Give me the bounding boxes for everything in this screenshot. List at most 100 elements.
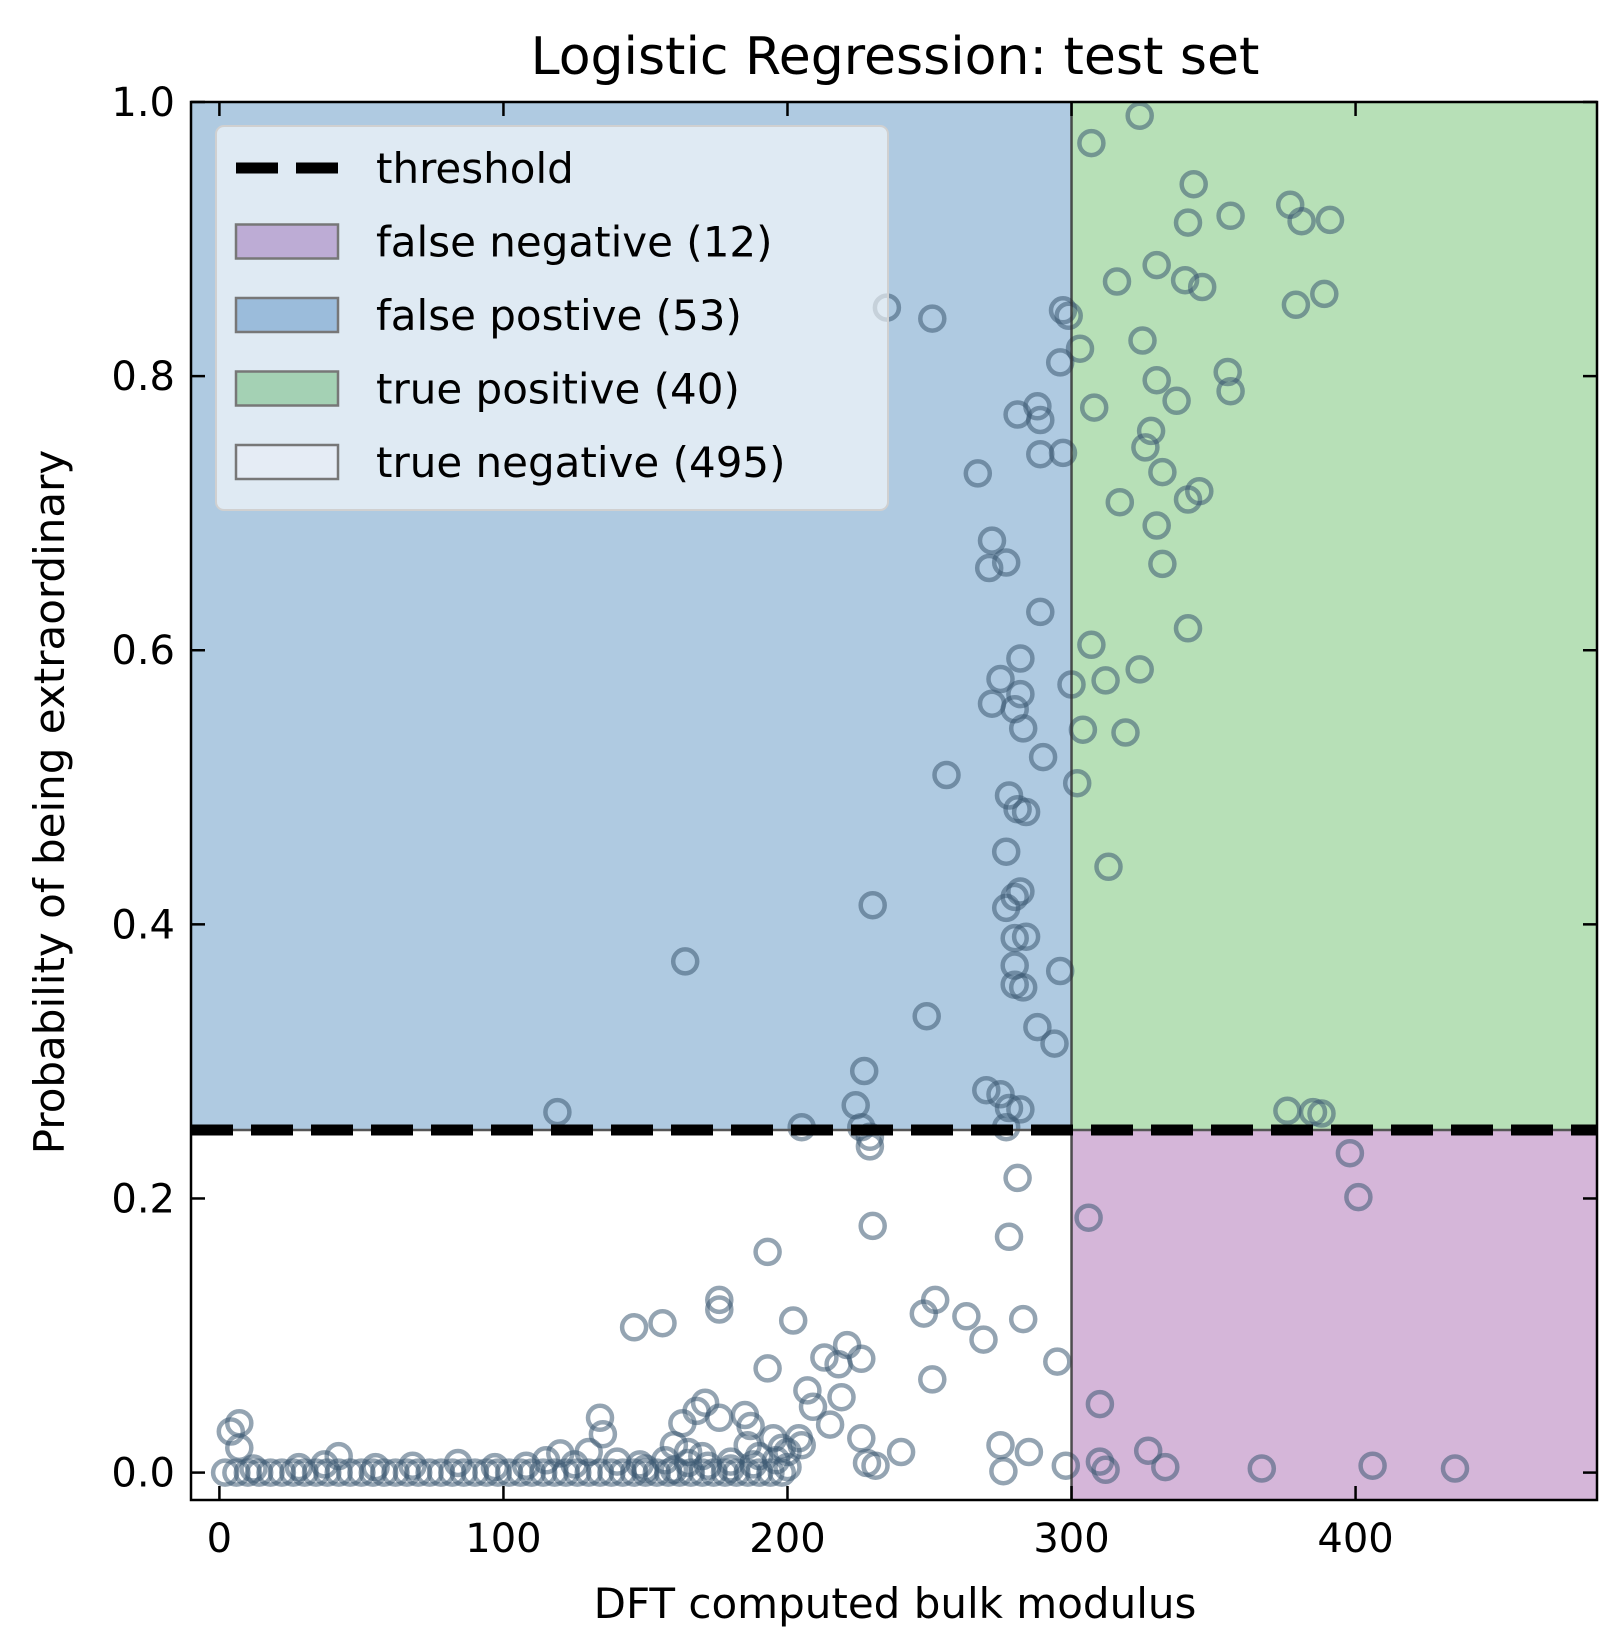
data-point bbox=[588, 1419, 618, 1449]
region-false-negative bbox=[1071, 1129, 1597, 1500]
data-point bbox=[1148, 549, 1177, 579]
data-point bbox=[858, 1211, 887, 1241]
data-point bbox=[824, 1350, 853, 1379]
data-point bbox=[1111, 718, 1140, 747]
data-point bbox=[705, 1285, 734, 1315]
data-point bbox=[1102, 267, 1132, 296]
y-tick-label: 0.0 bbox=[111, 1451, 175, 1497]
data-point bbox=[531, 1446, 561, 1475]
data-point bbox=[810, 1343, 839, 1372]
data-point bbox=[1133, 1436, 1163, 1465]
data-point bbox=[912, 1001, 941, 1031]
data-point bbox=[1011, 922, 1041, 951]
y-tick-label: 0.4 bbox=[111, 902, 175, 948]
data-point bbox=[1335, 1138, 1365, 1168]
data-point bbox=[1000, 923, 1029, 953]
data-point bbox=[1142, 365, 1171, 395]
data-point bbox=[1105, 487, 1135, 517]
data-point bbox=[827, 1382, 856, 1412]
data-point bbox=[1065, 334, 1095, 363]
data-point bbox=[974, 553, 1004, 583]
data-point bbox=[1187, 272, 1217, 302]
data-point bbox=[673, 1437, 703, 1467]
data-point bbox=[1213, 357, 1242, 387]
data-point bbox=[778, 1306, 808, 1335]
data-point bbox=[1344, 1182, 1373, 1212]
data-point bbox=[1091, 666, 1120, 695]
data-point bbox=[1216, 201, 1245, 231]
data-point bbox=[688, 1441, 717, 1471]
data-point bbox=[991, 837, 1021, 866]
data-point bbox=[1358, 1451, 1387, 1480]
data-point bbox=[673, 1448, 703, 1478]
legend: threshold false negative (12) false postiv… bbox=[215, 125, 889, 511]
legend-label: false postive (53) bbox=[376, 291, 742, 340]
data-point bbox=[1006, 1095, 1035, 1124]
data-point bbox=[972, 1075, 1001, 1105]
data-point bbox=[648, 1308, 677, 1338]
data-point bbox=[994, 1093, 1024, 1123]
data-point bbox=[1142, 250, 1171, 280]
data-point bbox=[1179, 169, 1208, 199]
data-point bbox=[1281, 290, 1311, 320]
data-point bbox=[1128, 326, 1157, 355]
data-point bbox=[1440, 1454, 1470, 1483]
data-point bbox=[1125, 655, 1154, 684]
data-point bbox=[1008, 973, 1038, 1002]
data-point bbox=[989, 1456, 1018, 1486]
data-point bbox=[1091, 1455, 1120, 1485]
data-point bbox=[585, 1403, 615, 1433]
y-tick-label: 0.6 bbox=[111, 628, 175, 674]
x-tick-label: 0 bbox=[207, 1516, 232, 1562]
data-point bbox=[1170, 265, 1200, 295]
data-point bbox=[705, 1295, 734, 1324]
data-point bbox=[310, 1450, 339, 1479]
data-point bbox=[858, 890, 887, 920]
data-point bbox=[1028, 742, 1058, 772]
x-tick-label: 300 bbox=[1033, 1516, 1109, 1562]
data-point bbox=[1051, 1451, 1081, 1480]
data-point bbox=[443, 1448, 473, 1478]
data-point bbox=[705, 1403, 734, 1433]
x-tick-label: 400 bbox=[1317, 1516, 1393, 1562]
data-point bbox=[1094, 852, 1123, 882]
data-point bbox=[991, 893, 1021, 923]
data-point bbox=[560, 1450, 589, 1479]
legend-label: true positive (40) bbox=[376, 365, 740, 414]
data-point bbox=[886, 1437, 916, 1467]
axes: 0 100 200 300 400 0.0 0.2 0.4 0.6 0.8 1.0 bbox=[111, 80, 1599, 1562]
data-point bbox=[1079, 393, 1109, 422]
data-point bbox=[977, 526, 1007, 555]
data-point bbox=[1151, 1452, 1180, 1482]
data-point bbox=[849, 1056, 879, 1086]
data-point bbox=[690, 1388, 720, 1417]
data-point bbox=[1173, 208, 1203, 237]
legend-swatch bbox=[234, 223, 340, 260]
data-point bbox=[753, 1237, 782, 1267]
data-point bbox=[1307, 1099, 1336, 1128]
data-point bbox=[1006, 644, 1035, 673]
y-tick-label: 1.0 bbox=[111, 80, 175, 126]
data-point bbox=[398, 1451, 427, 1480]
data-point bbox=[793, 1376, 822, 1405]
data-point bbox=[1142, 511, 1171, 540]
data-point bbox=[543, 1097, 572, 1127]
data-point bbox=[1077, 128, 1106, 158]
data-point bbox=[753, 1354, 782, 1383]
data-point bbox=[1008, 714, 1038, 743]
data-point bbox=[909, 1299, 939, 1328]
data-point bbox=[1006, 679, 1035, 709]
legend-label: false negative (12) bbox=[376, 218, 773, 267]
data-point bbox=[1014, 1437, 1044, 1467]
data-point bbox=[1062, 768, 1092, 798]
x-tick-label: 200 bbox=[749, 1516, 825, 1562]
data-point bbox=[1185, 476, 1214, 506]
data-point bbox=[1085, 1389, 1115, 1419]
data-point bbox=[918, 1365, 947, 1394]
legend-swatch bbox=[234, 296, 340, 334]
data-point bbox=[1136, 416, 1166, 446]
data-point bbox=[963, 459, 993, 488]
data-point bbox=[216, 1417, 246, 1446]
data-point bbox=[1048, 438, 1078, 468]
